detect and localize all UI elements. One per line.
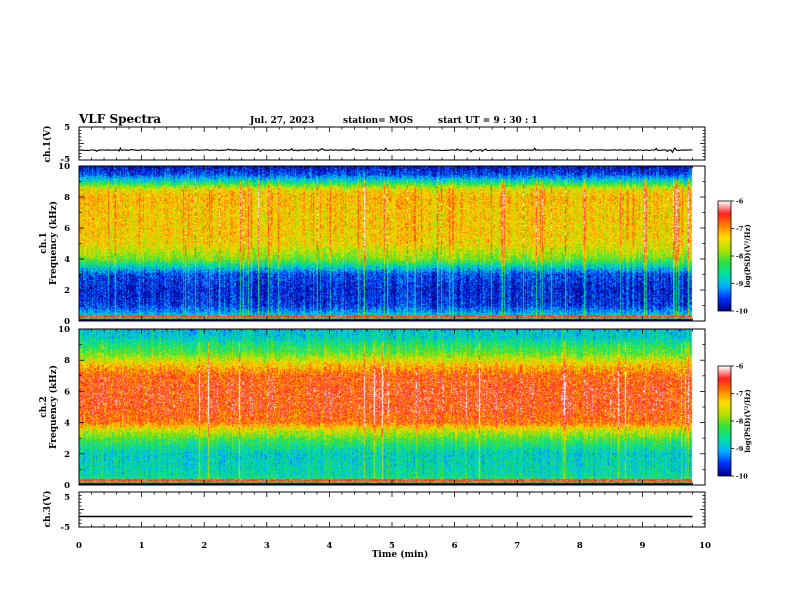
ch1-colorbar-tick-label: -6	[736, 198, 744, 206]
observation-date: Jul. 27, 2023	[249, 116, 314, 126]
ch2-spectrogram-yticks: 0 2 4 6 8 10	[58, 325, 70, 491]
ch1-voltage-yticks: 5 -5	[61, 123, 71, 165]
ch2-spectrogram-channel-label: ch.2	[39, 396, 49, 417]
start-time: start UT = 9 : 30 : 1	[438, 116, 538, 126]
ch2-spectrogram-ytick-label: 6	[64, 387, 70, 397]
ch1-spectrogram-panel: ch.1 Frequency (kHz) 0 2 4 6 8 10 -6 -7 -8 -9 -10…	[39, 162, 752, 327]
time-axis-tick-label: 2	[201, 541, 207, 551]
ch1-spectrogram-yticks: 0 2 4 6 8 10	[58, 162, 70, 327]
ch1-ytick-5: 5	[64, 123, 70, 133]
axis-tick-marks	[78, 126, 706, 528]
ch3-ytick-5: 5	[64, 493, 70, 503]
ch1-voltage-trace	[78, 146, 693, 154]
ch2-spectrogram-ytick-label: 2	[64, 450, 70, 460]
ch2-colorbar-gradient	[718, 366, 731, 476]
ch1-colorbar-title: log(PSD)(V²/Hz)	[743, 224, 752, 288]
ch2-colorbar-tick-label: -7	[736, 390, 743, 398]
ch2-colorbar-tick-label: -8	[736, 418, 744, 426]
ch1-colorbar-ticks: -6 -7 -8 -9 -10	[731, 198, 748, 316]
ch2-colorbar-ticks: -6 -7 -8 -9 -10	[731, 363, 748, 481]
ch2-spectrogram-freq-label: Frequency (kHz)	[48, 365, 59, 449]
figure-title: VLF Spectra	[78, 112, 161, 126]
ch1-spectrogram-ytick-label: 10	[58, 162, 70, 172]
ch1-spectrogram-channel-label: ch.1	[39, 232, 49, 253]
time-axis-tick-labels: 0 1 2 3 4 5 6 7 8 9 10	[76, 541, 711, 551]
ch1-spectrogram-ytick-label: 0	[64, 317, 70, 327]
ch1-spectrogram-image	[79, 166, 705, 321]
ch1-ytick-minus5: -5	[61, 155, 71, 165]
ch3-voltage-panel: 5 -5 ch.3(V) 0 1 2 3 4 5 6 7 8 9 10 Time (min)	[42, 491, 711, 560]
ch2-spectrogram-ytick-label: 0	[64, 481, 70, 491]
ch1-spectrogram-ytick-label: 2	[64, 286, 70, 296]
time-axis-tick-label: 3	[264, 541, 270, 551]
time-axis-tick-label: 0	[76, 541, 82, 551]
time-axis-tick-label: 5	[389, 541, 395, 551]
ch2-colorbar: -6 -7 -8 -9 -10 log(PSD)(V²/Hz)	[717, 363, 752, 481]
ch2-colorbar-tick-label: -10	[736, 473, 748, 481]
ch2-spectrogram-ytick-label: 8	[64, 356, 70, 366]
ch1-voltage-ylabel: ch.1(V)	[42, 126, 53, 163]
ch2-colorbar-title: log(PSD)(V²/Hz)	[743, 389, 752, 453]
ch1-colorbar: -6 -7 -8 -9 -10 log(PSD)(V²/Hz)	[717, 198, 752, 316]
ch1-spectrogram-freq-label: Frequency (kHz)	[48, 201, 59, 285]
time-axis-tick-label: 9	[639, 541, 645, 551]
ch1-colorbar-tick-label: -8	[736, 253, 744, 261]
time-axis-tick-label: 10	[699, 541, 711, 551]
ch2-colorbar-tick-label: -6	[736, 363, 744, 371]
ch2-spectrogram-ytick-label: 10	[58, 325, 70, 335]
ch1-colorbar-gradient	[718, 201, 731, 311]
ch2-spectrogram-ytick-label: 4	[64, 419, 70, 429]
time-axis-tick-label: 6	[452, 541, 458, 551]
time-axis-tick-label: 4	[326, 541, 332, 551]
ch2-colorbar-tick-label: -9	[736, 445, 744, 453]
ch2-spectrogram-image	[79, 329, 705, 485]
ch1-spectrogram-ytick-label: 6	[64, 224, 70, 234]
ch1-spectrogram-ytick-label: 8	[64, 193, 70, 203]
ch3-voltage-yticks: 5 -5	[61, 493, 71, 533]
ch1-colorbar-tick-label: -9	[736, 280, 744, 288]
time-axis-tick-label: 8	[577, 541, 583, 551]
ch3-voltage-frame	[78, 491, 706, 528]
ch3-ytick-minus5: -5	[61, 523, 71, 533]
ch3-voltage-ylabel: ch.3(V)	[42, 491, 53, 528]
ch1-spectrogram-ytick-label: 4	[64, 255, 70, 265]
station-name: station= MOS	[343, 116, 413, 126]
time-axis-label: Time (min)	[372, 549, 429, 560]
time-axis-tick-label: 1	[139, 541, 145, 551]
time-axis-tick-label: 7	[514, 541, 520, 551]
ch1-colorbar-tick-label: -7	[736, 225, 743, 233]
ch1-colorbar-tick-label: -10	[736, 308, 748, 316]
ch2-spectrogram-panel: ch.2 Frequency (kHz) 0 2 4 6 8 10 -6 -7 -8 -9 -10…	[39, 325, 752, 491]
